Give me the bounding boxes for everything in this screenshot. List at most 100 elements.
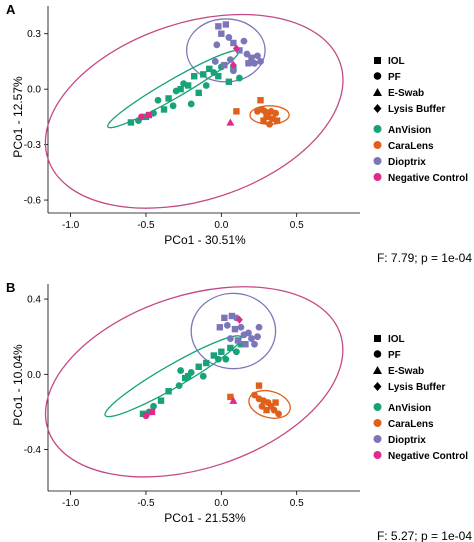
- data-point: [225, 78, 233, 85]
- data-point: [226, 56, 234, 63]
- data-point: [157, 397, 165, 404]
- y-axis-label: PCo1 - 10.04%: [11, 344, 25, 426]
- data-point: [148, 408, 156, 416]
- data-point: [235, 315, 243, 324]
- data-point: [221, 61, 228, 69]
- square-icon: [374, 57, 381, 64]
- data-point: [214, 355, 222, 363]
- data-point: [251, 340, 258, 348]
- data-point: [142, 412, 150, 420]
- x-tick-label: 0.0: [214, 498, 228, 509]
- data-point: [254, 333, 261, 341]
- panel-letter: A: [6, 2, 16, 17]
- data-point: [258, 402, 266, 410]
- legend-label: CaraLens: [388, 419, 434, 430]
- data-point: [199, 372, 207, 380]
- data-point: [213, 41, 221, 49]
- data-point: [211, 58, 219, 65]
- data-point: [248, 335, 255, 342]
- negative-control-swatch-icon: [373, 173, 382, 181]
- data-point: [251, 391, 258, 399]
- legend-label: Negative Control: [388, 173, 468, 184]
- x-tick-label: -1.0: [62, 498, 80, 509]
- x-tick-label: -0.5: [137, 498, 155, 509]
- dioptrix-swatch-icon: [373, 157, 382, 165]
- y-tick-label: 0.0: [27, 370, 41, 381]
- data-point: [228, 312, 236, 320]
- x-tick-label: 0.5: [290, 498, 304, 509]
- panel-letter: B: [6, 280, 15, 295]
- data-point: [227, 393, 234, 401]
- data-point: [263, 406, 270, 414]
- data-point: [221, 314, 228, 322]
- data-point: [236, 74, 243, 82]
- data-point: [273, 117, 281, 124]
- y-tick-label: 0.3: [27, 29, 41, 40]
- data-point: [269, 115, 276, 122]
- data-point: [210, 352, 217, 359]
- stat-label: F: 7.79; p = 1e-04: [377, 251, 472, 265]
- anvision-swatch-icon: [373, 403, 382, 411]
- data-point: [236, 47, 243, 54]
- data-point: [218, 30, 225, 37]
- y-axis-label: PCo1 - 12.57%: [11, 76, 25, 158]
- legend-label: PF: [388, 72, 401, 83]
- outer-ellipse: [44, 13, 344, 209]
- anvision-swatch-icon: [373, 125, 382, 133]
- legend-label: AnVision: [388, 403, 431, 414]
- legend-label: IOL: [388, 56, 405, 67]
- data-point: [175, 382, 183, 390]
- data-point: [275, 410, 283, 418]
- data-point: [150, 402, 157, 410]
- data-point: [263, 113, 270, 121]
- legend-label: Lysis Buffer: [388, 104, 446, 115]
- square-icon: [374, 335, 381, 342]
- data-point: [251, 59, 258, 67]
- data-point: [215, 23, 222, 30]
- x-tick-label: -0.5: [137, 220, 155, 231]
- data-point: [226, 118, 235, 126]
- anvision-ellipse: [107, 49, 240, 129]
- data-point: [230, 39, 237, 47]
- data-point: [195, 363, 202, 370]
- data-point: [248, 54, 255, 61]
- data-point: [270, 406, 278, 414]
- legend-label: Dioptrix: [388, 157, 426, 168]
- data-point: [195, 89, 202, 97]
- legend-label: Negative Control: [388, 451, 468, 462]
- data-point: [237, 323, 245, 331]
- diamond-icon: [373, 104, 382, 113]
- data-point: [225, 34, 233, 41]
- dioptrix-swatch-icon: [373, 435, 382, 443]
- data-point: [177, 367, 185, 374]
- data-point: [215, 73, 222, 80]
- data-point: [139, 410, 147, 418]
- data-point: [169, 102, 177, 110]
- data-point: [222, 21, 230, 28]
- legend: IOL PF E-Swab Lysis Buffer AnVision Cara…: [373, 56, 468, 184]
- legend-label: PF: [388, 350, 401, 361]
- circle-icon: [373, 72, 382, 80]
- negative-control-swatch-icon: [373, 451, 382, 459]
- data-point: [257, 97, 264, 104]
- data-point: [184, 82, 192, 89]
- y-tick-label: -0.4: [24, 445, 42, 456]
- outer-ellipse: [44, 286, 344, 478]
- data-point: [222, 355, 230, 363]
- legend-label: AnVision: [388, 125, 431, 136]
- legend-label: IOL: [388, 334, 405, 345]
- data-point: [234, 337, 242, 344]
- data-point: [232, 44, 240, 53]
- data-point: [231, 325, 239, 333]
- legend-label: Lysis Buffer: [388, 382, 446, 393]
- data-point: [227, 344, 234, 352]
- data-point: [272, 399, 279, 406]
- y-tick-label: -0.3: [24, 140, 42, 151]
- data-point: [203, 359, 210, 367]
- data-point: [177, 85, 184, 93]
- x-tick-label: 0.0: [214, 220, 228, 231]
- legend: IOL PF E-Swab Lysis Buffer AnVision Cara…: [373, 334, 468, 462]
- panel-a: A -1.0 -0.5 0.0 0.5 0.3 0.0 -0.3 -0.6 PCo1 - 30…: [6, 2, 472, 265]
- y-tick-label: 0.4: [27, 295, 41, 306]
